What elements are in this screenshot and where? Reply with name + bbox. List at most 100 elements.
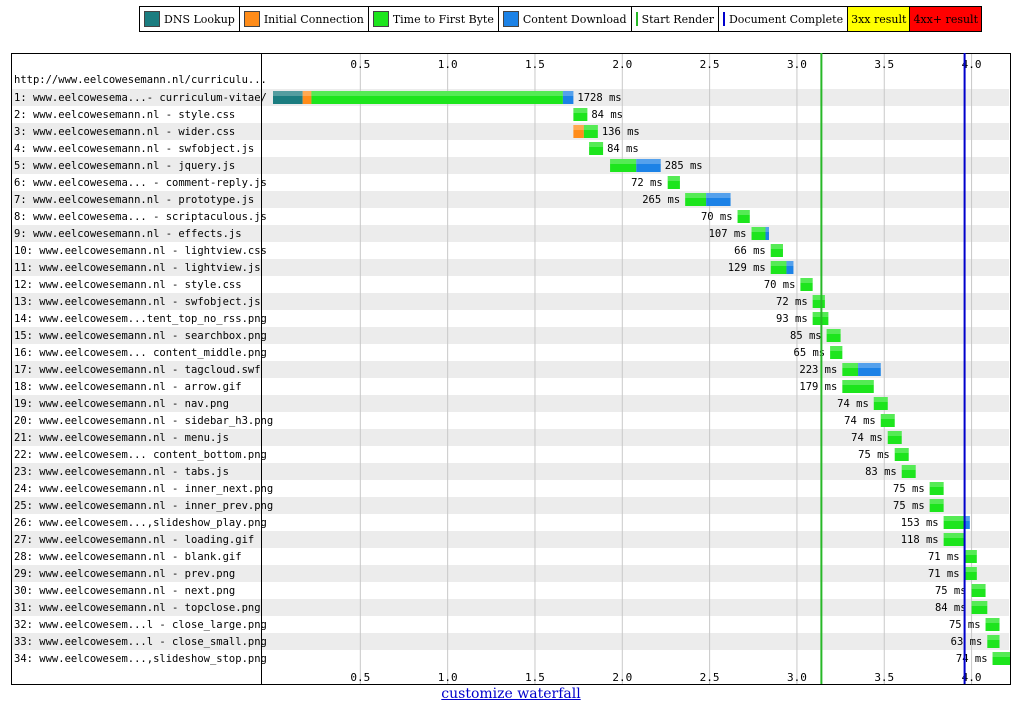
bar-shine: [964, 550, 977, 555]
bar-shine: [636, 159, 661, 164]
legend-swatch: [372, 11, 389, 27]
bar-ttfb: [943, 533, 965, 546]
bar-shine: [273, 91, 303, 96]
bar-ttfb: [971, 584, 986, 597]
tick-label-bottom: 1.0: [438, 671, 458, 684]
tick-label-bottom: 3.5: [874, 671, 894, 684]
request-label: 1: www.eelcowesema...- curriculum-vitae/: [14, 92, 267, 104]
request-label: 12: www.eelcowesemann.nl - style.css: [14, 279, 242, 291]
request-row: 13: www.eelcowesemann.nl - swfobject.js 7…: [14, 295, 825, 308]
bar-download: [964, 516, 970, 529]
bar-ttfb: [929, 499, 944, 512]
request-time: 71 ms: [928, 568, 960, 580]
bar-ttfb: [830, 346, 843, 359]
chart-frame: [11, 53, 1011, 685]
request-label: 28: www.eelcowesemann.nl - blank.gif: [14, 551, 242, 563]
bar-ttfb: [800, 278, 813, 291]
request-row: 25: www.eelcowesemann.nl - inner_prev.pn…: [14, 499, 944, 512]
request-time: 72 ms: [631, 177, 663, 189]
request-time: 75 ms: [858, 449, 890, 461]
bar-shine: [311, 91, 563, 96]
bar-ttfb: [573, 108, 588, 121]
bar-shine: [610, 159, 637, 164]
request-time: 84 ms: [607, 143, 639, 155]
request-row: 33: www.eelcowesem...l - close_small.png…: [14, 635, 1000, 648]
request-label: 8: www.eelcowesema... - scriptaculous.js: [14, 211, 267, 223]
tick-label-bottom: 2.0: [612, 671, 632, 684]
request-label: 24: www.eelcowesemann.nl - inner_next.pn…: [14, 483, 273, 495]
request-row: 28: www.eelcowesemann.nl - blank.gif 71 m…: [14, 550, 977, 563]
legend-item: Initial Connection: [240, 7, 369, 31]
legend-swatch: [144, 11, 160, 27]
legend-line-swatch: [635, 12, 638, 26]
request-label: 25: www.eelcowesemann.nl - inner_prev.pn…: [14, 500, 273, 512]
request-label: 13: www.eelcowesemann.nl - swfobject.js: [14, 296, 261, 308]
customize-waterfall-link[interactable]: customize waterfall: [441, 686, 581, 702]
request-row: 3: www.eelcowesemann.nl - wider.css 136 m…: [14, 125, 640, 138]
tick-label-bottom: 0.5: [350, 671, 370, 684]
bar-ttfb: [985, 618, 1000, 631]
bar-shine: [786, 261, 794, 266]
legend-label: Time to First Byte: [392, 12, 494, 26]
bar-shine: [573, 125, 584, 130]
request-label: 26: www.eelcowesem...,slideshow_play.png: [14, 517, 267, 529]
bar-download: [858, 363, 881, 376]
bar-shine: [943, 516, 965, 521]
bar-ttfb: [685, 193, 707, 206]
bar-shine: [901, 465, 916, 470]
bar-shine: [826, 329, 841, 334]
bar-download: [706, 193, 731, 206]
legend-label: Start Render: [641, 12, 714, 26]
legend-line-swatch: [722, 12, 725, 26]
bar-ttfb: [987, 635, 1000, 648]
request-row: 27: www.eelcowesemann.nl - loading.gif 11…: [14, 533, 965, 546]
bar-shine: [858, 363, 881, 368]
bar-ttfb: [770, 244, 783, 257]
request-label: 4: www.eelcowesemann.nl - swfobject.js: [14, 143, 254, 155]
bar-download: [786, 261, 794, 274]
request-time: 84 ms: [591, 109, 623, 121]
request-label: 29: www.eelcowesemann.nl - prev.png: [14, 568, 235, 580]
tick-label-top: 1.5: [525, 58, 545, 71]
request-label: 15: www.eelcowesemann.nl - searchbox.png: [14, 330, 267, 342]
request-label: 3: www.eelcowesemann.nl - wider.css: [14, 126, 235, 138]
bar-shine: [770, 261, 787, 266]
request-time: 74 ms: [956, 653, 988, 665]
bar-ttfb: [901, 465, 916, 478]
request-label: 18: www.eelcowesemann.nl - arrow.gif: [14, 381, 242, 393]
request-label: 6: www.eelcowesema... - comment-reply.js: [14, 177, 267, 189]
request-time: 129 ms: [728, 262, 766, 274]
bar-download: [562, 91, 574, 104]
tick-label-top: 1.0: [438, 58, 458, 71]
bar-ttfb: [610, 159, 637, 172]
request-row: 17: www.eelcowesemann.nl - tagcloud.swf 2…: [14, 363, 881, 376]
request-time: 153 ms: [901, 517, 939, 529]
request-label: 33: www.eelcowesem...l - close_small.png: [14, 636, 267, 648]
request-label: 2: www.eelcowesemann.nl - style.css: [14, 109, 235, 121]
request-time: 65 ms: [794, 347, 826, 359]
request-row: 20: www.eelcowesemann.nl - sidebar_h3.pn…: [14, 414, 895, 427]
tick-label-bottom: 4.0: [962, 671, 982, 684]
bar-shine: [964, 567, 977, 572]
request-row: 1: www.eelcowesema...- curriculum-vitae/…: [14, 91, 622, 104]
request-row: 22: www.eelcowesem... content_bottom.png…: [14, 448, 909, 461]
bar-ttfb: [751, 227, 766, 240]
request-time: 70 ms: [701, 211, 733, 223]
request-row: 32: www.eelcowesem...l - close_large.png…: [14, 618, 1000, 631]
tick-label-top: 3.0: [787, 58, 807, 71]
request-label: 9: www.eelcowesemann.nl - effects.js: [14, 228, 242, 240]
bar-shine: [985, 618, 1000, 623]
bar-ttfb: [589, 142, 604, 155]
tick-label-bottom: 2.5: [700, 671, 720, 684]
tick-label-top: 2.0: [612, 58, 632, 71]
bar-ttfb: [770, 261, 787, 274]
request-label: 16: www.eelcowesem... content_middle.png: [14, 347, 267, 359]
tick-label-bottom: 1.5: [525, 671, 545, 684]
request-label: 5: www.eelcowesemann.nl - jquery.js: [14, 160, 235, 172]
bar-ttfb: [842, 363, 859, 376]
legend-item: Time to First Byte: [369, 7, 499, 31]
request-row: 24: www.eelcowesemann.nl - inner_next.pn…: [14, 482, 944, 495]
bar-shine: [573, 108, 588, 113]
legend-label: DNS Lookup: [164, 12, 235, 26]
bar-ttfb: [311, 91, 563, 104]
